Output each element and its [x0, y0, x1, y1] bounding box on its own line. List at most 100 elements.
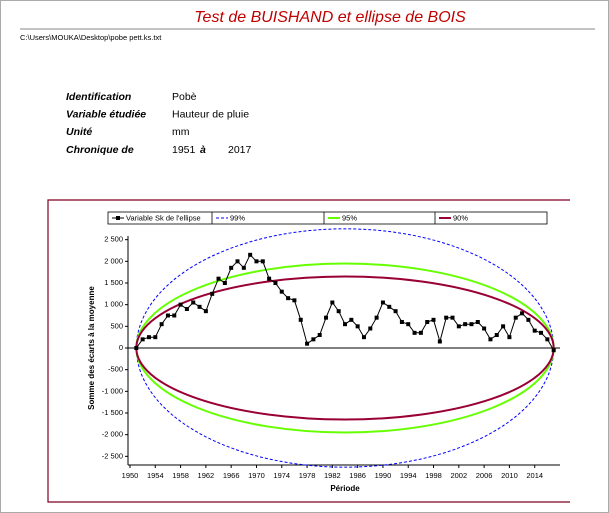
point — [254, 259, 259, 264]
point — [184, 307, 189, 311]
x-tick-label: 1962 — [198, 471, 215, 480]
y-tick-label: 2 000 — [104, 256, 123, 265]
point — [336, 309, 341, 314]
point — [437, 339, 442, 344]
report-title: Test de BUISHAND et ellipse de BOIS — [194, 9, 466, 26]
point — [361, 335, 366, 340]
point — [330, 300, 335, 305]
point — [450, 315, 455, 320]
point — [248, 252, 253, 257]
point — [279, 289, 284, 294]
point — [526, 317, 531, 322]
point — [393, 309, 398, 314]
point — [456, 324, 461, 329]
file-path: C:\Users\MOUKA\Desktop\pobe pett.ks.txt — [20, 33, 162, 42]
point — [425, 320, 430, 324]
point — [469, 322, 474, 327]
point — [178, 302, 183, 307]
info-value: mm — [172, 126, 190, 138]
y-tick-label: 1 500 — [104, 278, 123, 287]
x-tick-label: 1998 — [425, 471, 442, 480]
info-value: à — [200, 144, 206, 156]
point — [501, 324, 506, 329]
point — [324, 315, 329, 320]
x-tick-label: 1966 — [223, 471, 240, 480]
point — [463, 322, 468, 327]
x-tick-label: 2014 — [526, 471, 543, 480]
point — [191, 300, 196, 305]
x-tick-label: 2002 — [450, 471, 467, 480]
x-tick-label: 1986 — [349, 471, 366, 480]
y-tick-label: -2 500 — [102, 451, 123, 460]
point — [513, 315, 518, 320]
x-tick-label: 2006 — [476, 471, 493, 480]
info-label: Variable étudiée — [66, 108, 146, 120]
point — [165, 313, 170, 318]
point — [203, 309, 208, 314]
y-tick-label: 0 — [119, 343, 123, 352]
legend-label: 95% — [342, 213, 357, 222]
y-tick-label: -2 000 — [102, 430, 123, 439]
y-axis-label: Somme des écarts à la moyenne — [87, 286, 96, 410]
x-tick-label: 1974 — [273, 471, 290, 480]
info-label: Unité — [66, 126, 92, 138]
y-tick-label: -1 500 — [102, 408, 123, 417]
chart-frame — [47, 199, 570, 503]
point — [532, 328, 537, 333]
info-value: Hauteur de pluie — [172, 108, 249, 120]
point — [146, 335, 151, 340]
y-tick-label: 1 000 — [104, 300, 123, 309]
point — [418, 330, 423, 335]
info-label: Chronique de — [66, 144, 134, 156]
point — [494, 333, 499, 337]
x-axis-label: Période — [330, 484, 360, 493]
point — [298, 317, 303, 322]
point — [134, 346, 139, 350]
point — [292, 298, 297, 303]
point — [475, 320, 480, 324]
x-tick-label: 1994 — [400, 471, 417, 480]
point — [444, 315, 449, 320]
point — [431, 317, 436, 322]
info-value: Pobè — [172, 91, 197, 103]
point — [267, 276, 272, 281]
legend-label: 90% — [453, 213, 468, 222]
point — [412, 330, 417, 335]
point — [368, 326, 373, 331]
point — [286, 296, 291, 301]
point — [317, 333, 322, 337]
point — [140, 337, 145, 342]
point — [488, 337, 493, 342]
x-tick-label: 1950 — [122, 471, 139, 480]
point — [241, 265, 246, 270]
point — [349, 317, 354, 322]
y-tick-label: 500 — [110, 321, 123, 330]
info-value: 2017 — [228, 144, 252, 156]
point — [539, 330, 544, 335]
point — [406, 322, 411, 327]
point — [399, 320, 404, 324]
point — [545, 337, 550, 342]
point — [507, 335, 512, 340]
point — [551, 348, 556, 353]
point — [374, 315, 379, 320]
point — [482, 326, 487, 331]
point — [235, 259, 240, 264]
point — [311, 337, 316, 342]
point — [210, 291, 215, 296]
x-tick-label: 1982 — [324, 471, 341, 480]
point — [343, 322, 347, 327]
x-tick-label: 1990 — [375, 471, 392, 480]
point — [387, 304, 392, 309]
info-value: 1951 — [172, 144, 196, 156]
point — [153, 335, 158, 340]
legend-label: Variable Sk de l'ellipse — [126, 213, 201, 222]
point — [229, 265, 234, 270]
x-tick-label: 1958 — [172, 471, 189, 480]
point — [172, 313, 177, 318]
point — [159, 322, 164, 327]
legend-marker — [116, 216, 120, 220]
point — [222, 281, 227, 285]
x-tick-label: 1954 — [147, 471, 164, 480]
